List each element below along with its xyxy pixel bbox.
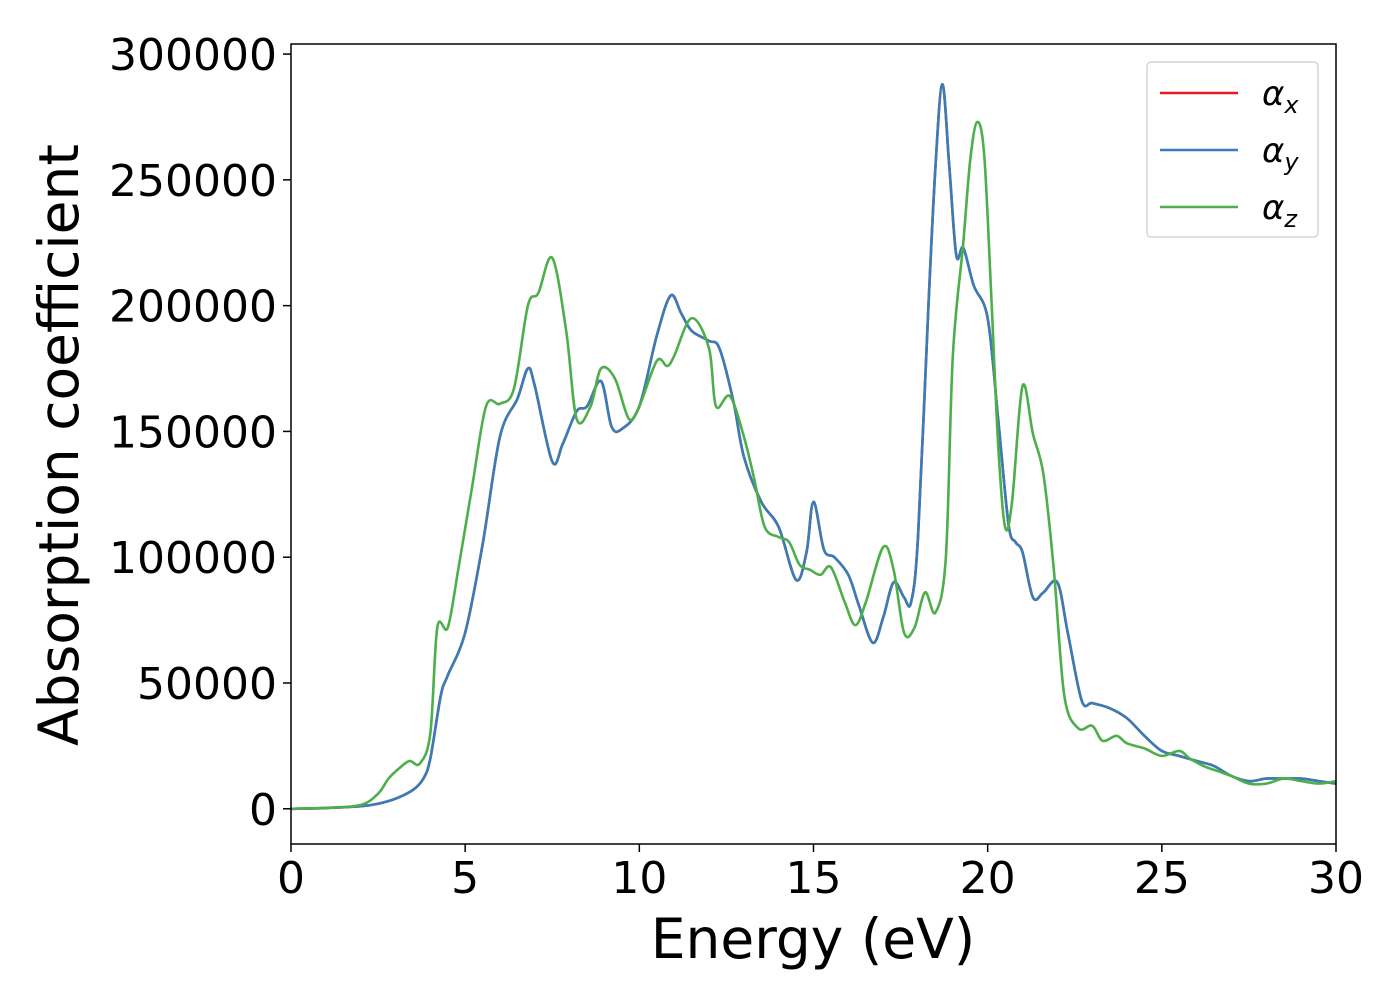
y-tick-label: 0 <box>249 785 277 836</box>
x-tick-label: 5 <box>451 853 479 904</box>
y-tick-label: 300000 <box>109 30 277 81</box>
series-layer <box>291 82 1336 811</box>
y-tick-label: 50000 <box>137 659 277 710</box>
series-line-y <box>291 82 1336 811</box>
x-axis-label: Energy (eV) <box>651 907 975 971</box>
x-tick-label: 10 <box>611 853 667 904</box>
x-tick-label: 30 <box>1308 853 1364 904</box>
y-tick-label: 250000 <box>109 156 277 207</box>
y-tick-label: 100000 <box>109 533 277 584</box>
x-tick-label: 20 <box>960 853 1016 904</box>
y-axis-label: Absorption coefficient <box>27 144 91 746</box>
y-axis-ticks: 0 50000 100000 150000 200000 250000 300000 <box>109 30 291 836</box>
legend-label-y: αy <box>1262 131 1299 176</box>
y-tick-label: 200000 <box>109 282 277 333</box>
legend: αx αy αz <box>1146 61 1319 238</box>
legend-items: αx αy αz <box>1160 74 1299 233</box>
x-tick-label: 15 <box>786 853 842 904</box>
legend-label-z: αz <box>1262 188 1298 233</box>
x-tick-label: 25 <box>1134 853 1190 904</box>
x-tick-label: 0 <box>277 853 305 904</box>
series-line-z <box>291 120 1336 811</box>
x-axis-ticks: 0 5 10 15 20 25 30 <box>277 844 1364 904</box>
y-tick-label: 150000 <box>109 407 277 458</box>
legend-label-x: αx <box>1262 74 1299 119</box>
